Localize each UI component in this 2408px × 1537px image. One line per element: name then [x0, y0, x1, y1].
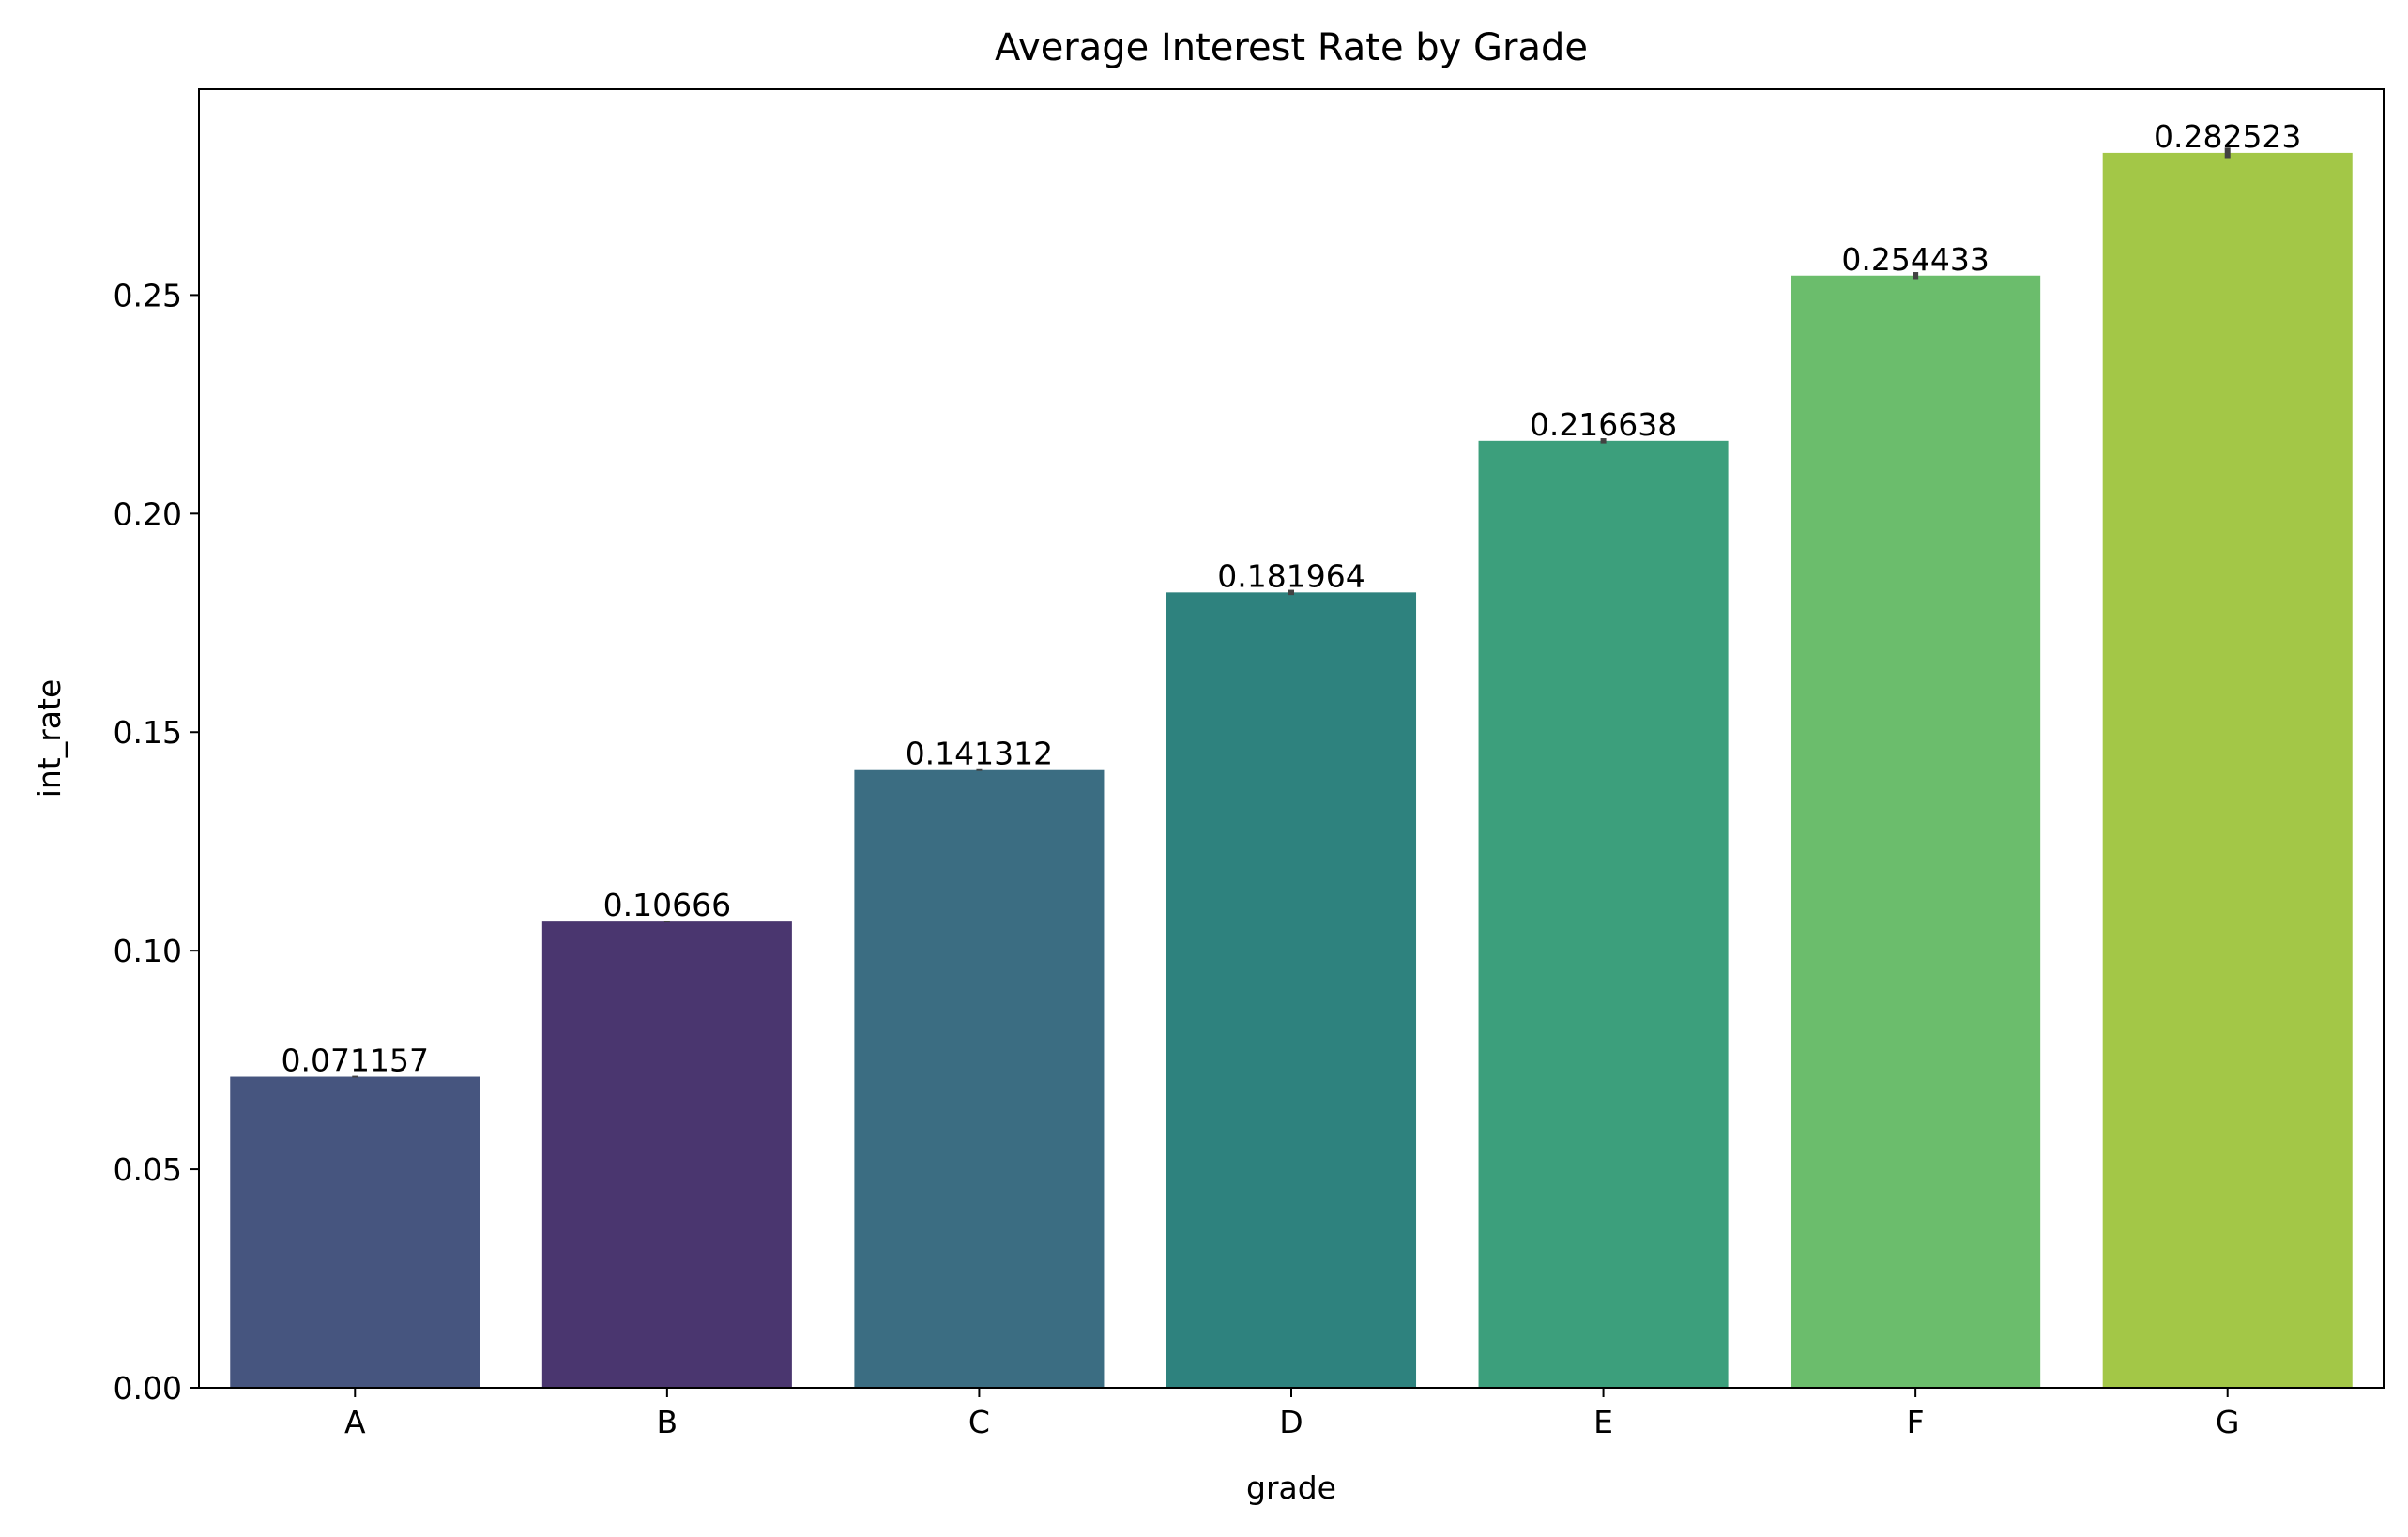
- value-label-e: 0.216638: [1530, 406, 1677, 443]
- x-tick-label-e: E: [1593, 1404, 1613, 1440]
- y-tick-label-5: 0.25: [114, 277, 182, 313]
- value-label-d: 0.181964: [1217, 557, 1364, 594]
- value-label-f: 0.254433: [1841, 241, 1989, 278]
- x-tick-label-b: B: [657, 1404, 678, 1440]
- x-tick-label-c: C: [968, 1404, 990, 1440]
- x-tick-label-f: F: [1907, 1404, 1925, 1440]
- errorbars-layer: [352, 147, 2231, 1078]
- x-axis: A B C D E F G: [344, 1388, 2240, 1440]
- bar-g: [2102, 152, 2353, 1388]
- x-tick-label-a: A: [344, 1404, 366, 1440]
- x-tick-label-g: G: [2216, 1404, 2240, 1440]
- bar-a: [230, 1076, 480, 1388]
- value-label-b: 0.10666: [603, 887, 731, 923]
- y-tick-label-3: 0.15: [114, 714, 182, 751]
- value-labels-layer: 0.071157 0.10666 0.141312 0.181964 0.216638 0…: [282, 118, 2302, 1079]
- value-label-g: 0.282523: [2154, 118, 2301, 155]
- y-tick-label-4: 0.20: [114, 495, 182, 532]
- value-label-c: 0.141312: [906, 736, 1053, 772]
- bar-d: [1166, 592, 1417, 1388]
- bars-layer: [230, 152, 2353, 1388]
- y-axis-label: int_rate: [31, 679, 68, 799]
- value-label-a: 0.071157: [282, 1042, 429, 1079]
- bar-c: [854, 769, 1105, 1388]
- bar-f: [1791, 275, 2041, 1388]
- bar-e: [1478, 440, 1729, 1388]
- x-axis-label: grade: [1246, 1469, 1336, 1506]
- y-tick-label-0: 0.00: [114, 1370, 182, 1407]
- y-axis: 0.00 0.05 0.10 0.15 0.20 0.25: [114, 277, 199, 1407]
- chart-title: Average Interest Rate by Grade: [995, 26, 1588, 69]
- x-tick-label-d: D: [1279, 1404, 1303, 1440]
- y-tick-label-1: 0.05: [114, 1151, 182, 1188]
- y-tick-label-2: 0.10: [114, 933, 182, 969]
- bar-b: [541, 921, 792, 1388]
